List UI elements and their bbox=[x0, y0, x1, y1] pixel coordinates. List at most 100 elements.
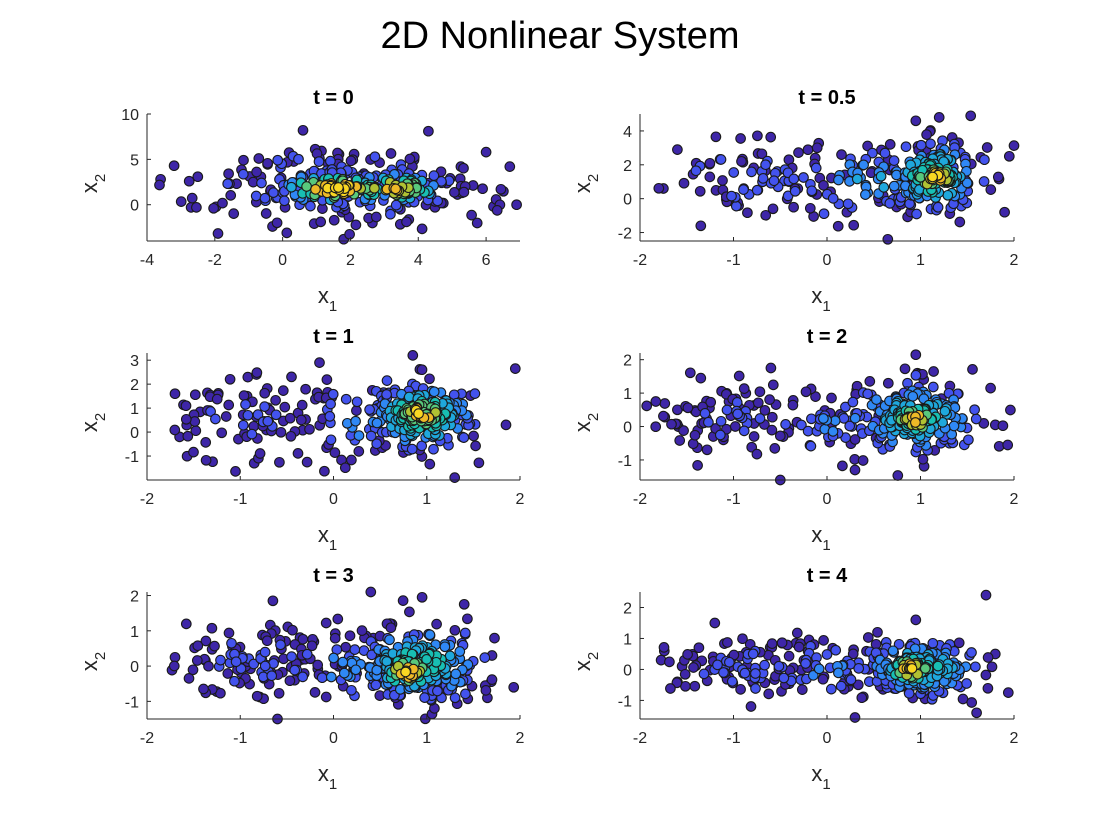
data-point bbox=[279, 195, 290, 207]
data-point bbox=[222, 178, 234, 190]
data-point bbox=[927, 381, 939, 393]
data-point bbox=[270, 394, 281, 406]
data-point bbox=[900, 141, 912, 153]
data-point bbox=[774, 430, 786, 442]
data-point bbox=[665, 683, 676, 694]
data-point bbox=[910, 614, 922, 626]
data-point bbox=[826, 392, 837, 404]
data-point bbox=[817, 673, 829, 685]
y-tick-label: -1 bbox=[125, 449, 139, 466]
data-point bbox=[428, 386, 440, 398]
data-point bbox=[200, 454, 212, 466]
data-point bbox=[271, 217, 283, 229]
data-point bbox=[967, 364, 978, 375]
data-point bbox=[986, 661, 998, 673]
data-point bbox=[825, 683, 837, 695]
data-point bbox=[766, 424, 778, 436]
subplot-1: t = 0 -4 -2 0 2 4 6 0 5 10 x1 x2 bbox=[77, 87, 522, 315]
data-point bbox=[970, 661, 981, 673]
y-axis-label: x2 bbox=[77, 652, 109, 671]
x-tick-label: -1 bbox=[233, 491, 247, 508]
data-point bbox=[783, 650, 795, 662]
data-point bbox=[739, 667, 751, 679]
data-point bbox=[848, 219, 860, 231]
data-point bbox=[169, 424, 181, 436]
data-point bbox=[800, 658, 811, 669]
data-point bbox=[818, 180, 829, 191]
data-point bbox=[731, 397, 743, 408]
data-point bbox=[738, 383, 750, 394]
data-point bbox=[210, 413, 221, 425]
scatter-series bbox=[655, 589, 1014, 723]
data-point bbox=[833, 667, 844, 679]
data-point bbox=[757, 173, 769, 184]
data-point bbox=[509, 363, 521, 374]
data-point bbox=[810, 162, 822, 174]
data-point bbox=[351, 405, 362, 416]
data-point bbox=[469, 388, 481, 399]
data-point bbox=[754, 413, 766, 424]
data-point bbox=[776, 637, 788, 649]
data-point bbox=[340, 641, 352, 653]
data-point bbox=[980, 669, 992, 681]
y-tick-label: -1 bbox=[618, 453, 632, 470]
data-point bbox=[689, 429, 701, 441]
data-point bbox=[800, 386, 812, 398]
data-point bbox=[187, 664, 199, 676]
data-point bbox=[872, 626, 883, 638]
data-point bbox=[168, 660, 180, 672]
data-point bbox=[267, 595, 279, 607]
data-point bbox=[458, 598, 470, 610]
data-point bbox=[845, 674, 857, 686]
data-point bbox=[211, 393, 223, 405]
data-point bbox=[888, 180, 900, 192]
data-point bbox=[208, 202, 219, 214]
data-point bbox=[300, 383, 311, 395]
data-point bbox=[416, 223, 428, 235]
data-point bbox=[315, 216, 327, 228]
data-point bbox=[717, 175, 728, 186]
x-axis-label: x1 bbox=[318, 522, 337, 554]
data-point bbox=[350, 415, 361, 427]
data-point bbox=[385, 208, 396, 220]
data-point bbox=[230, 466, 241, 477]
y-tick-label: 2 bbox=[623, 158, 632, 175]
data-point bbox=[722, 637, 733, 648]
y-tick-label: 10 bbox=[121, 107, 139, 124]
data-point bbox=[508, 681, 520, 693]
data-point bbox=[1008, 140, 1020, 151]
y-axis-label: x2 bbox=[77, 174, 109, 193]
x-tick-label: 0 bbox=[823, 730, 832, 747]
data-point bbox=[297, 671, 309, 683]
data-point bbox=[349, 644, 361, 655]
data-point bbox=[892, 470, 904, 481]
y-tick-label: 1 bbox=[623, 631, 632, 648]
data-point bbox=[767, 203, 779, 215]
data-point bbox=[259, 387, 271, 399]
data-point bbox=[371, 417, 383, 429]
data-point bbox=[917, 453, 929, 465]
data-point bbox=[862, 632, 874, 643]
data-point bbox=[223, 168, 234, 180]
x-tick-label: -2 bbox=[208, 252, 222, 269]
data-point bbox=[871, 394, 882, 405]
data-point bbox=[251, 367, 263, 378]
data-point bbox=[432, 685, 443, 697]
data-point bbox=[370, 211, 382, 223]
data-point bbox=[365, 430, 377, 442]
data-point bbox=[684, 367, 696, 379]
data-point bbox=[893, 638, 905, 650]
data-point bbox=[766, 638, 778, 649]
x-axis-label: x1 bbox=[318, 283, 337, 315]
y-tick-label: -1 bbox=[125, 694, 139, 711]
data-point bbox=[730, 200, 742, 212]
data-point bbox=[712, 659, 723, 671]
data-point bbox=[381, 375, 393, 386]
x-tick-label: 1 bbox=[422, 730, 431, 747]
data-point bbox=[275, 639, 286, 651]
data-point bbox=[344, 630, 356, 642]
data-point bbox=[248, 658, 260, 670]
data-point bbox=[997, 420, 1009, 432]
data-point bbox=[272, 154, 284, 166]
data-point bbox=[175, 196, 187, 207]
